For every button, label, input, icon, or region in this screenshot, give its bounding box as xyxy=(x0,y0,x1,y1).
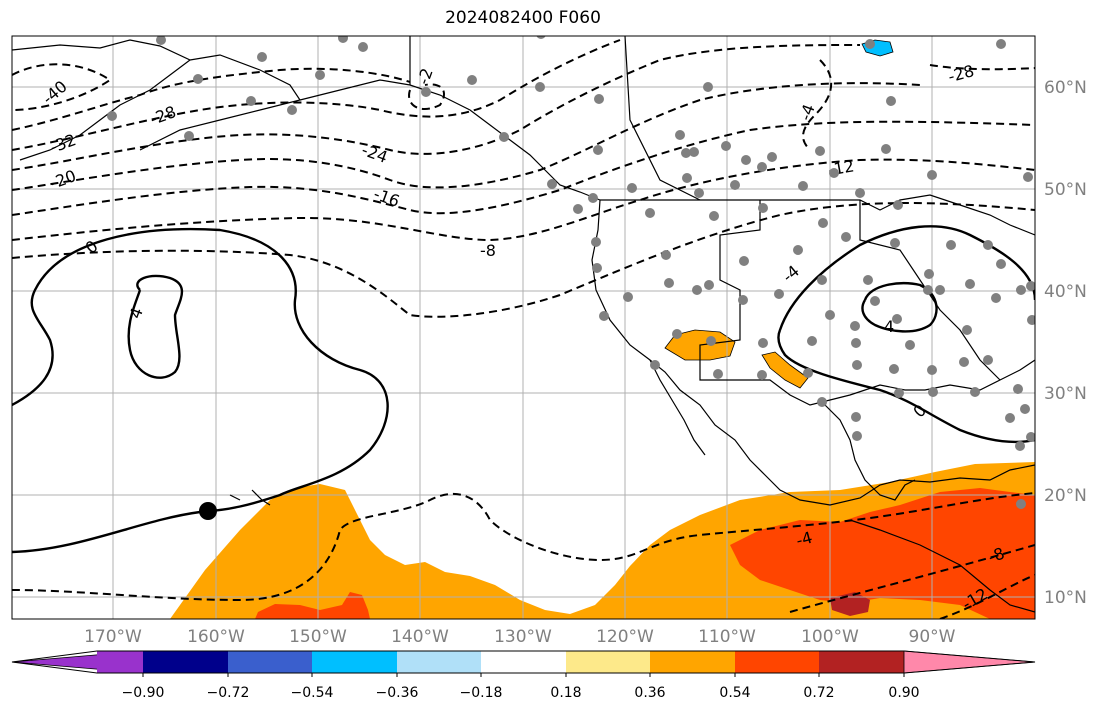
colorbar-arrow-high xyxy=(903,650,1036,674)
lon-label: 100°W xyxy=(801,627,859,647)
colorbar-tick-label: −0.54 xyxy=(291,685,334,701)
colorbar-segment xyxy=(143,651,228,673)
station-markers xyxy=(107,36,1035,509)
colorbar-outline xyxy=(11,650,1036,674)
colorbar-tick-label: 0.36 xyxy=(634,685,665,701)
red-field-central-america xyxy=(730,488,1035,619)
contour-label: -4 xyxy=(794,528,814,550)
colorbar-segment xyxy=(566,651,650,673)
darkred-field xyxy=(830,592,870,616)
colorbar-tick-label: −0.90 xyxy=(122,685,165,701)
map-plot-area: -40 -32 -28 -20 -24 -16 -8 0 4 -28 -12 -… xyxy=(12,36,1035,619)
plot-title: 2024082400 F060 xyxy=(445,8,601,28)
contour-label: -8 xyxy=(480,241,496,260)
map-frame xyxy=(11,35,1036,620)
lon-label: 90°W xyxy=(909,627,956,647)
lat-label: 20°N xyxy=(1044,486,1087,506)
lon-label: 170°W xyxy=(84,627,142,647)
highlight-station-marker xyxy=(199,502,217,520)
colorbar-segment xyxy=(228,651,312,673)
colorbar xyxy=(11,650,1036,677)
lon-label: 140°W xyxy=(391,627,449,647)
red-field-pacific xyxy=(255,592,370,619)
negative-contours xyxy=(12,39,1035,619)
lat-label: 50°N xyxy=(1044,180,1087,200)
contour-label: -2 xyxy=(413,66,436,87)
colorbar-segment xyxy=(481,651,566,673)
latitude-labels: 60°N 50°N 40°N 30°N 20°N 10°N xyxy=(1044,78,1087,608)
colorbar-tick-label: 0.72 xyxy=(803,685,834,701)
longitude-labels: 170°W 160°W 150°W 140°W 130°W 120°W 110°… xyxy=(84,627,956,647)
colorbar-tick-label: −0.18 xyxy=(460,685,503,701)
colorbar-segment xyxy=(397,651,481,673)
colorbar-tick-label: 0.90 xyxy=(888,685,919,701)
colorbar-tick-label: −0.72 xyxy=(207,685,250,701)
positive-contours xyxy=(12,225,1035,554)
colorbar-segment xyxy=(819,651,904,673)
lon-label: 110°W xyxy=(698,627,756,647)
colorbar-tick-label: 0.18 xyxy=(550,685,581,701)
contour-label: -8 xyxy=(986,544,1007,567)
contour-label: -4 xyxy=(795,102,818,123)
colorbar-segment xyxy=(650,651,735,673)
colorbar-segment xyxy=(312,651,397,673)
colorbar-tick-labels: −0.90 −0.72 −0.54 −0.36 −0.18 0.18 0.36 … xyxy=(122,685,920,701)
lat-label: 40°N xyxy=(1044,282,1087,302)
colorbar-segment xyxy=(97,651,143,673)
colorbar-tick-label: 0.54 xyxy=(719,685,750,701)
lon-label: 160°W xyxy=(187,627,245,647)
coastlines xyxy=(12,36,1035,613)
lat-label: 60°N xyxy=(1044,78,1087,98)
lon-label: 120°W xyxy=(596,627,654,647)
lat-label: 30°N xyxy=(1044,384,1087,404)
lon-label: 150°W xyxy=(289,627,347,647)
colorbar-segment xyxy=(735,651,819,673)
contour-label: 4 xyxy=(884,317,894,336)
orange-field-newmexico xyxy=(761,351,809,389)
colorbar-tick-label: −0.36 xyxy=(376,685,419,701)
lat-label: 10°N xyxy=(1044,588,1087,608)
lon-label: 130°W xyxy=(494,627,552,647)
